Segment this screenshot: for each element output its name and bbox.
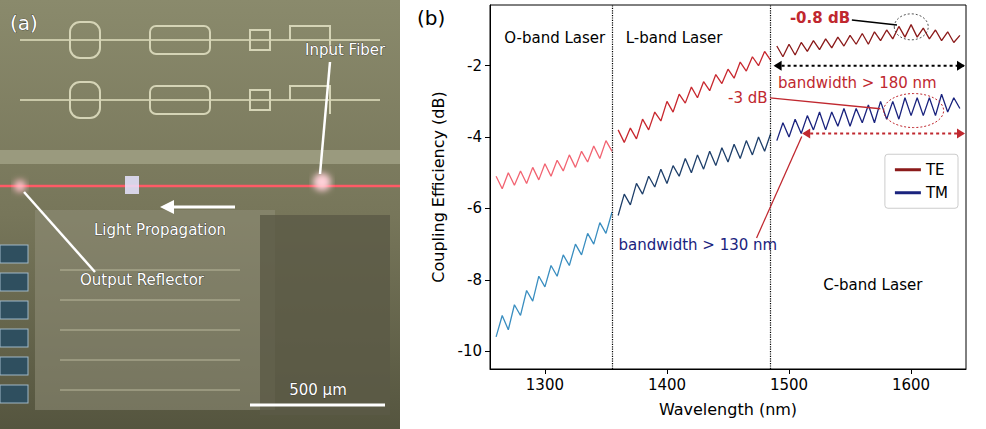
svg-text:1300: 1300 — [526, 376, 564, 394]
svg-text:O-band Laser: O-band Laser — [504, 29, 606, 47]
svg-text:500 µm: 500 µm — [289, 381, 347, 399]
svg-text:-4: -4 — [467, 128, 482, 146]
svg-text:-3 dB: -3 dB — [728, 89, 768, 107]
svg-text:-2: -2 — [467, 57, 482, 75]
svg-text:C-band Laser: C-band Laser — [823, 276, 923, 294]
svg-text:L-band Laser: L-band Laser — [626, 29, 724, 47]
svg-text:1500: 1500 — [770, 376, 808, 394]
svg-text:Wavelength (nm): Wavelength (nm) — [659, 400, 797, 419]
svg-text:Light Propagation: Light Propagation — [94, 221, 226, 239]
svg-text:-8: -8 — [467, 271, 482, 289]
svg-text:Coupling Efficiency (dB): Coupling Efficiency (dB) — [429, 91, 448, 282]
svg-text:(b): (b) — [417, 6, 445, 30]
svg-text:TE: TE — [925, 161, 945, 179]
svg-text:-6: -6 — [467, 199, 482, 217]
svg-text:Input Fiber: Input Fiber — [305, 41, 386, 59]
svg-text:bandwidth > 130 nm: bandwidth > 130 nm — [619, 236, 778, 254]
svg-text:bandwidth > 180 nm: bandwidth > 180 nm — [778, 74, 937, 92]
svg-text:Output Reflector: Output Reflector — [80, 271, 205, 289]
svg-text:-0.8 dB: -0.8 dB — [790, 9, 850, 27]
svg-text:-10: -10 — [458, 342, 483, 360]
svg-text:1400: 1400 — [648, 376, 686, 394]
svg-text:1600: 1600 — [892, 376, 930, 394]
svg-text:(a): (a) — [10, 11, 38, 35]
svg-text:TM: TM — [925, 184, 948, 202]
